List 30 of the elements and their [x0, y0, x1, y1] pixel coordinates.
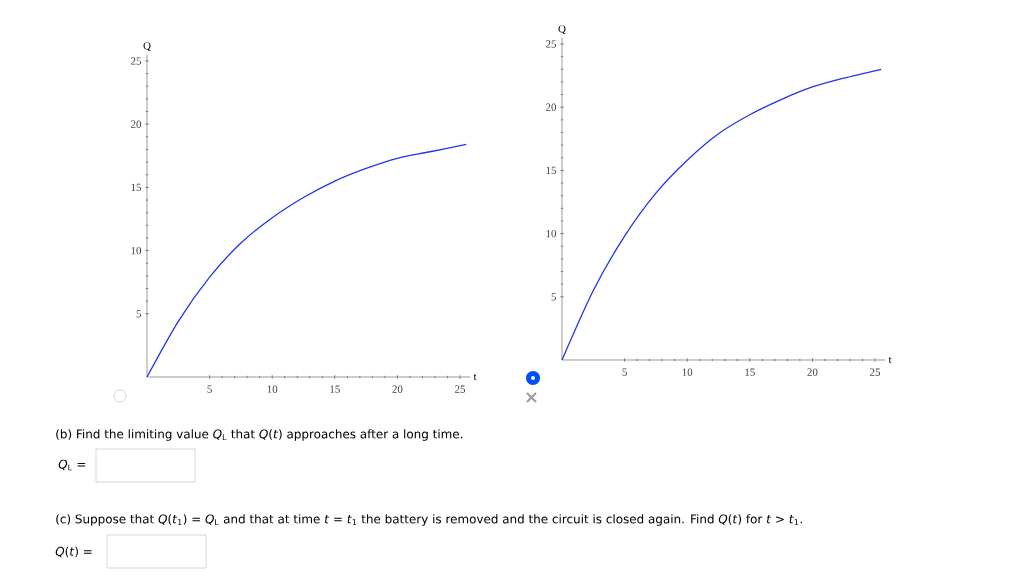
y-tick-label: 10: [546, 229, 557, 238]
x-axis-title: t: [473, 373, 477, 381]
text: (c) Suppose that Q(t$_{1}$) = Q$_{L}$ and that at time t = t$_{1}$ the battery is removed and the circuit is closed again. Find Q(t) for t > t$_{1}$.: [56, 514, 802, 526]
y-axis-title: Q: [558, 25, 566, 35]
x-tick-label: 20: [392, 385, 403, 393]
x-tick-label: 10: [267, 385, 278, 393]
x-tick-label: 15: [330, 385, 340, 393]
y-tick-label: 15: [131, 183, 142, 192]
text: (b) Find the limiting value Q$_{L}$ that Q(t) approaches after a long time.: [56, 429, 463, 441]
y-tick-label: 25: [131, 57, 142, 65]
x-tick-label: 25: [870, 368, 881, 376]
y-tick-label: 10: [131, 246, 142, 255]
y-tick-label: 20: [546, 103, 557, 111]
x-tick-label: 20: [807, 368, 818, 376]
text: Q$_{L}$ =: [58, 459, 86, 471]
y-tick-label: 5: [551, 293, 557, 301]
x-tick-label: 10: [682, 368, 693, 376]
x-axis-title: t: [888, 356, 892, 364]
x-tick-label: 15: [745, 368, 755, 376]
y-tick-label: 15: [546, 166, 557, 175]
x-tick-label: 5: [622, 368, 627, 376]
x-tick-label: 5: [207, 385, 212, 393]
text: Q(t) =: [55, 546, 92, 558]
y-tick-label: 20: [131, 120, 142, 128]
y-tick-label: 5: [136, 310, 142, 318]
y-axis-title: Q: [143, 42, 151, 52]
y-tick-label: 25: [546, 40, 557, 48]
x-tick-label: 25: [455, 385, 466, 393]
line-series: [561, 68, 882, 361]
line-series: [146, 143, 467, 378]
